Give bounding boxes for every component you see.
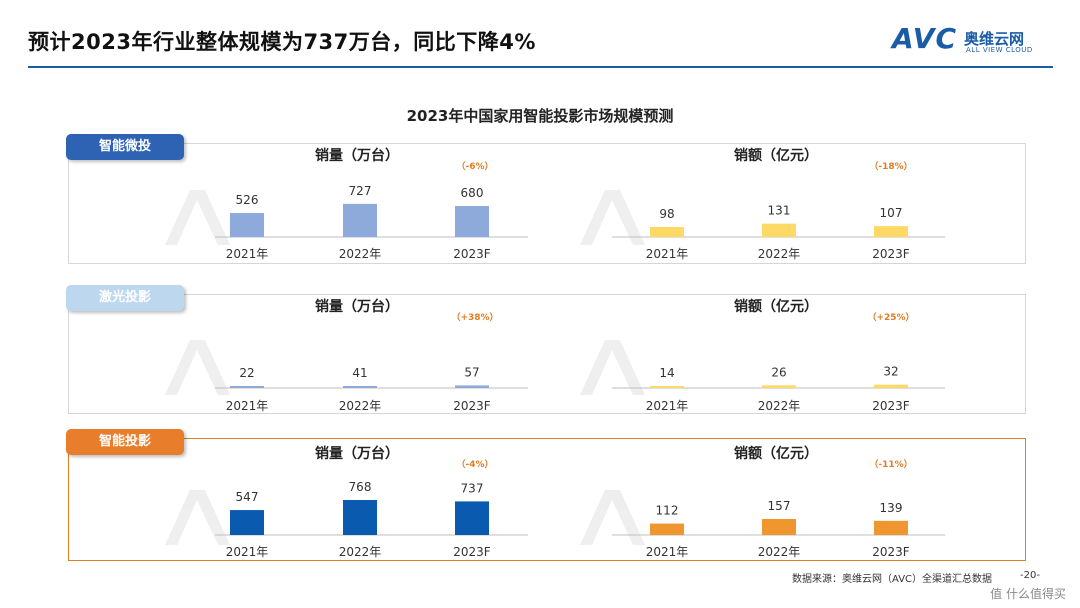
panel-smart-projection bbox=[68, 438, 1026, 561]
bar bbox=[762, 223, 796, 237]
watermark-graphics bbox=[165, 190, 645, 545]
x-tick-label: 2023F bbox=[453, 399, 491, 413]
bar-value-label: 14 bbox=[659, 366, 674, 380]
bar-value-label: 57 bbox=[464, 365, 479, 379]
x-tick-label: 2021年 bbox=[226, 399, 269, 413]
x-tick-label: 2022年 bbox=[339, 399, 382, 413]
x-tick-label: 2022年 bbox=[758, 545, 801, 559]
bar bbox=[343, 203, 377, 237]
x-tick-label: 2021年 bbox=[226, 545, 269, 559]
change-annotation: （-4%） bbox=[456, 459, 493, 470]
page-title: 预计2023年行业整体规模为737万台，同比下降4% bbox=[28, 30, 536, 54]
bar-value-label: 768 bbox=[349, 480, 372, 494]
change-annotation: （+38%） bbox=[451, 312, 498, 323]
volume-chart-title: 销量（万台） bbox=[315, 445, 399, 462]
data-source-note: 数据来源：奥维云网（AVC）全渠道汇总数据 bbox=[792, 574, 993, 585]
x-tick-label: 2023F bbox=[872, 399, 910, 413]
x-tick-label: 2021年 bbox=[226, 247, 269, 261]
revenue-chart-title: 销额（亿元） bbox=[734, 445, 818, 462]
bar-value-label: 680 bbox=[461, 186, 484, 200]
avc-logo: AVC 奥维云网 ALL VIEW CLOUD bbox=[892, 24, 1052, 56]
bar bbox=[874, 520, 908, 535]
x-tick-label: 2021年 bbox=[646, 247, 689, 261]
bar bbox=[230, 213, 264, 237]
x-tick-label: 2022年 bbox=[758, 247, 801, 261]
bar-value-label: 131 bbox=[768, 204, 791, 218]
bar bbox=[343, 386, 377, 388]
change-annotation: （-6%） bbox=[456, 161, 493, 172]
bar bbox=[455, 501, 489, 535]
x-tick-label: 2023F bbox=[453, 545, 491, 559]
change-annotation: （+25%） bbox=[867, 312, 914, 323]
bar bbox=[343, 500, 377, 535]
bar-value-label: 107 bbox=[880, 206, 903, 220]
bar-value-label: 157 bbox=[768, 499, 791, 513]
change-annotation: （-11%） bbox=[869, 459, 912, 470]
x-tick-label: 2022年 bbox=[339, 545, 382, 559]
bar-value-label: 139 bbox=[880, 501, 903, 515]
bar-value-label: 737 bbox=[461, 481, 484, 495]
panel-laser bbox=[68, 294, 1026, 414]
site-watermark: 值 什么值得买 bbox=[990, 587, 1066, 601]
bar bbox=[874, 226, 908, 237]
bar-value-label: 26 bbox=[771, 365, 786, 379]
change-annotation: （-18%） bbox=[869, 161, 912, 172]
chart-title: 2023年中国家用智能投影市场规模预测 bbox=[406, 107, 674, 125]
revenue-chart-title: 销额（亿元） bbox=[734, 298, 818, 315]
logo-wordmark: AVC bbox=[892, 22, 957, 55]
x-tick-label: 2023F bbox=[872, 545, 910, 559]
bar bbox=[762, 385, 796, 388]
x-tick-label: 2022年 bbox=[339, 247, 382, 261]
bar-value-label: 112 bbox=[656, 504, 679, 518]
bar bbox=[230, 510, 264, 535]
x-tick-label: 2021年 bbox=[646, 399, 689, 413]
volume-chart-title: 销量（万台） bbox=[315, 298, 399, 315]
tag-smart-projection: 智能投影 bbox=[66, 429, 184, 455]
logo-cn-name: 奥维云网 bbox=[964, 30, 1025, 48]
x-tick-label: 2023F bbox=[453, 247, 491, 261]
bar bbox=[874, 384, 908, 388]
page-number: -20- bbox=[1020, 570, 1040, 581]
bar-value-label: 526 bbox=[236, 193, 259, 207]
bar bbox=[455, 385, 489, 388]
bar bbox=[650, 227, 684, 237]
logo-en-name: ALL VIEW CLOUD bbox=[966, 46, 1033, 54]
x-tick-label: 2021年 bbox=[646, 545, 689, 559]
bar-value-label: 547 bbox=[236, 490, 259, 504]
bar-value-label: 41 bbox=[352, 366, 367, 380]
bar bbox=[762, 519, 796, 535]
bar bbox=[455, 206, 489, 237]
x-tick-label: 2023F bbox=[872, 247, 910, 261]
bar-value-label: 22 bbox=[239, 366, 254, 380]
bar bbox=[230, 386, 264, 388]
tag-smart-micro: 智能微投 bbox=[66, 134, 184, 160]
tag-laser: 激光投影 bbox=[66, 285, 184, 311]
bar bbox=[650, 523, 684, 535]
header-divider bbox=[28, 66, 1053, 68]
panel-smart-micro bbox=[68, 143, 1026, 264]
bar-value-label: 32 bbox=[883, 365, 898, 379]
bar-value-label: 727 bbox=[349, 184, 372, 198]
revenue-chart-title: 销额（亿元） bbox=[734, 147, 818, 164]
x-tick-label: 2022年 bbox=[758, 399, 801, 413]
bar-value-label: 98 bbox=[659, 207, 674, 221]
bar bbox=[650, 386, 684, 388]
volume-chart-title: 销量（万台） bbox=[315, 147, 399, 164]
